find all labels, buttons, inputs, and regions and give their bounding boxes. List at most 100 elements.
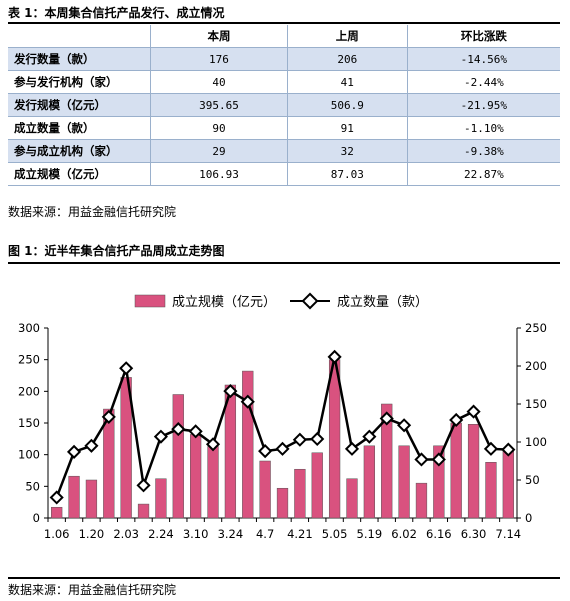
bar [242, 370, 254, 519]
line-point [344, 441, 360, 456]
bar [450, 422, 462, 519]
line-point [379, 411, 394, 426]
x-tick-label: 1.20 [79, 527, 105, 541]
table-caption: 表 1：本周集合信托产品发行、成立情况 [8, 6, 225, 20]
line-point [414, 452, 429, 467]
change-value: 22.87% [406, 162, 560, 186]
header-change: 环比涨跌 [406, 25, 560, 48]
y-left-tick-label: 200 [18, 384, 40, 398]
line-point [483, 441, 499, 456]
y-left-tick-label: 0 [33, 511, 40, 525]
y-left-tick-label: 100 [18, 448, 40, 462]
bar [137, 503, 150, 519]
bar [51, 506, 63, 519]
table-top-rule [8, 22, 560, 24]
change-value: -2.44% [406, 70, 560, 94]
table-row: 发行数量（款） 176 206 -14.56% [8, 47, 560, 71]
legend-line-label: 成立数量（款） [337, 295, 428, 310]
line-point [258, 444, 273, 459]
y-right-tick-label: 0 [525, 511, 532, 525]
x-tick-label: 5.05 [322, 527, 348, 541]
table-row: 发行规模（亿元） 395.65 506.9 -21.95% [8, 93, 560, 117]
bar [346, 478, 358, 519]
x-tick-label: 6.16 [426, 527, 452, 541]
y-left-tick-label: 150 [18, 416, 40, 430]
row-label: 发行数量（款） [8, 47, 151, 71]
bar [68, 475, 80, 519]
y-left-tick-label: 250 [18, 353, 40, 367]
figure-caption: 图 1：近半年集合信托产品周成立走势图 [8, 244, 225, 258]
bar [120, 377, 132, 519]
line-point [501, 442, 516, 457]
line-point [292, 432, 307, 447]
this-week-value: 176 [150, 47, 288, 71]
this-week-value: 106.93 [150, 162, 288, 186]
line-point [171, 422, 186, 437]
header-this-week: 本周 [150, 25, 288, 48]
line-point [310, 431, 325, 447]
y-right-tick-label: 100 [525, 435, 547, 449]
bar [485, 462, 497, 519]
last-week-value: 32 [286, 139, 408, 163]
line-point [240, 394, 255, 409]
change-value: -1.10% [406, 116, 560, 140]
y-right-tick-label: 200 [525, 359, 547, 373]
x-tick-label: 3.24 [218, 527, 244, 541]
line-point [49, 490, 64, 505]
table-header-row: 本周 上周 环比涨跌 [8, 25, 560, 48]
bar [363, 445, 375, 519]
bar [398, 445, 410, 519]
this-week-value: 90 [150, 116, 288, 140]
row-label: 发行规模（亿元） [8, 93, 151, 117]
x-tick-label: 7.14 [496, 527, 522, 541]
last-week-value: 506.9 [286, 93, 408, 117]
change-value: -9.38% [406, 139, 560, 163]
table-row: 参与发行机构（家） 40 41 -2.44% [8, 70, 560, 94]
x-tick-label: 1.06 [44, 527, 70, 541]
figure-bottom-rule [8, 577, 560, 579]
x-tick-label: 4.21 [287, 527, 313, 541]
x-tick-label: 4.7 [256, 527, 274, 541]
y-right-tick-label: 250 [525, 321, 547, 335]
change-value: -21.95% [406, 93, 560, 117]
bar [433, 445, 445, 519]
bar [415, 482, 428, 519]
header-last-week: 上周 [286, 25, 408, 48]
line-point [223, 384, 238, 399]
bar [103, 408, 115, 519]
line-point [84, 438, 99, 453]
bar [190, 434, 202, 519]
row-label: 成立规模（亿元） [8, 162, 151, 186]
issuance-table: 本周 上周 环比涨跌 发行数量（款） 176 206 -14.56% 参与发行机构（家）… [8, 25, 560, 186]
bar [276, 487, 289, 519]
x-tick-label: 3.10 [183, 527, 209, 541]
table-source: 数据来源：用益金融信托研究院 [8, 205, 177, 219]
line-point [431, 452, 446, 467]
change-value: -14.56% [406, 47, 560, 71]
weekly-trend-chart: 成立规模（亿元） 成立数量（款） 0 50 100 150 200 250 300 0 50 100 1… [18, 292, 547, 541]
bar [294, 468, 306, 519]
this-week-value: 40 [150, 70, 288, 94]
legend-line-marker [301, 292, 319, 310]
bar [155, 478, 167, 519]
y-left-tick-label: 300 [18, 321, 40, 335]
x-tick-label: 6.02 [391, 527, 417, 541]
line-point [153, 429, 168, 444]
line-point [101, 409, 116, 424]
x-tick-label: 6.30 [461, 527, 487, 541]
line-point [327, 349, 342, 364]
line-point [66, 444, 82, 459]
bar [207, 446, 219, 519]
table-row: 参与成立机构（家） 29 32 -9.38% [8, 139, 560, 163]
line-point [188, 424, 203, 439]
x-tick-label: 2.24 [148, 527, 174, 541]
line-point [205, 437, 221, 452]
y-left-tick-label: 50 [25, 479, 40, 493]
y-right-tick-label: 150 [525, 397, 547, 411]
bar [381, 403, 393, 519]
last-week-value: 91 [286, 116, 408, 140]
legend-bar-label: 成立规模（亿元） [172, 295, 276, 310]
table-row: 成立数量（款） 90 91 -1.10% [8, 116, 560, 140]
table-row: 成立规模（亿元） 106.93 87.03 22.87% [8, 162, 560, 186]
bar [172, 394, 184, 519]
